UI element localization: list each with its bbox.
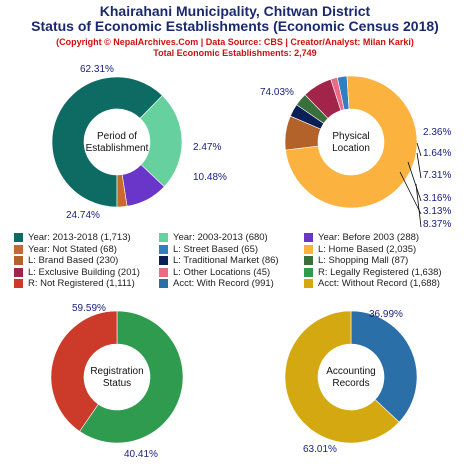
legend-swatch <box>304 279 313 288</box>
donut-center-title: Location <box>332 143 370 154</box>
donut-center-title: Establishment <box>86 143 149 154</box>
legend-swatch <box>14 279 23 288</box>
data-label: 59.59% <box>72 303 106 314</box>
leader-line <box>416 142 422 157</box>
legend-swatch <box>159 256 168 265</box>
data-label: 74.03% <box>260 87 294 98</box>
donut-hole <box>84 344 150 410</box>
legend-item: Acct: With Record (991) <box>159 278 274 289</box>
legend-label: Year: 2013-2018 (1,713) <box>28 232 131 243</box>
chart-title-line-1: Khairahani Municipality, Chitwan Distric… <box>99 3 371 19</box>
data-label: 3.13% <box>423 206 451 217</box>
legend-item: R: Legally Registered (1,638) <box>304 267 442 278</box>
leader-line <box>416 152 422 179</box>
legend-swatch <box>304 256 313 265</box>
legend-item: R: Not Registered (1,111) <box>14 278 135 289</box>
leader-line <box>407 161 422 202</box>
chart-title-line-2: Status of Economic Establishments (Econo… <box>31 18 439 34</box>
legend-label: Year: Before 2003 (288) <box>318 232 420 243</box>
copyright-note: (Copyright © NepalArchives.Com | Data So… <box>56 37 414 47</box>
legend-item: L: Shopping Mall (87) <box>304 255 408 266</box>
legend-item: L: Street Based (65) <box>159 244 258 255</box>
data-label: 2.36% <box>423 127 451 138</box>
legend-label: R: Legally Registered (1,638) <box>318 266 442 278</box>
legend-item: Year: Not Stated (68) <box>14 244 117 255</box>
donut-center-title: Registration <box>90 366 143 377</box>
donut-center-title: Records <box>332 378 369 389</box>
donut-hole <box>84 109 150 175</box>
legend-label: L: Other Locations (45) <box>173 266 271 278</box>
legend-label: L: Exclusive Building (201) <box>28 266 140 278</box>
legend-label: Year: Not Stated (68) <box>28 243 117 255</box>
legend-swatch <box>304 233 313 242</box>
legend-swatch <box>159 244 168 254</box>
legend-item: L: Exclusive Building (201) <box>14 267 140 278</box>
data-label: 10.48% <box>193 172 227 183</box>
legend-label: R: Not Registered (1,111) <box>28 278 135 289</box>
data-label: 3.16% <box>423 193 451 204</box>
data-label: 36.99% <box>369 309 403 320</box>
legend-swatch <box>304 244 313 254</box>
legend-swatch <box>159 267 168 277</box>
legend-item: L: Traditional Market (86) <box>159 255 279 266</box>
legend-label: L: Traditional Market (86) <box>173 255 279 266</box>
legend-item: L: Brand Based (230) <box>14 255 118 266</box>
legend-item: L: Other Locations (45) <box>159 267 270 278</box>
legend-swatch <box>14 233 23 242</box>
legend-swatch <box>159 279 168 288</box>
data-label: 63.01% <box>303 444 337 455</box>
legend-item: Year: 2013-2018 (1,713) <box>14 232 131 243</box>
legend-item: Year: Before 2003 (288) <box>304 232 419 243</box>
data-label: 7.31% <box>423 170 451 181</box>
legend-swatch <box>14 256 23 265</box>
leader-line <box>399 171 422 215</box>
legend-item: Year: 2003-2013 (680) <box>159 232 268 243</box>
legend-label: L: Brand Based (230) <box>28 255 119 266</box>
donut-hole <box>318 109 384 175</box>
data-label: 24.74% <box>66 210 100 221</box>
legend-label: Year: 2003-2013 (680) <box>173 232 268 243</box>
legend-label: Acct: With Record (991) <box>173 278 274 289</box>
total-establishments: Total Economic Establishments: 2,749 <box>153 48 317 58</box>
data-label: 40.41% <box>124 449 158 460</box>
data-label: 1.64% <box>423 148 451 159</box>
data-label: 8.37% <box>423 219 451 230</box>
donut-center-title: Status <box>103 378 131 389</box>
legend-label: L: Home Based (2,035) <box>318 243 417 255</box>
legend-swatch <box>14 267 23 277</box>
legend-swatch <box>159 233 168 242</box>
legend-label: Acct: Without Record (1,688) <box>318 278 440 289</box>
legend-label: L: Street Based (65) <box>173 243 259 255</box>
donut-center-title: Physical <box>332 131 369 142</box>
leader-line <box>415 183 422 228</box>
data-label: 62.31% <box>80 64 114 75</box>
donut-hole <box>318 344 384 410</box>
data-label: 2.47% <box>193 142 221 153</box>
legend-item: L: Home Based (2,035) <box>304 244 416 255</box>
donut-center-title: Period of <box>97 131 137 142</box>
donut-center-title: Accounting <box>326 366 375 377</box>
legend-item: Acct: Without Record (1,688) <box>304 278 440 289</box>
legend-swatch <box>14 244 23 254</box>
legend-swatch <box>304 267 313 277</box>
legend-label: L: Shopping Mall (87) <box>318 255 409 266</box>
